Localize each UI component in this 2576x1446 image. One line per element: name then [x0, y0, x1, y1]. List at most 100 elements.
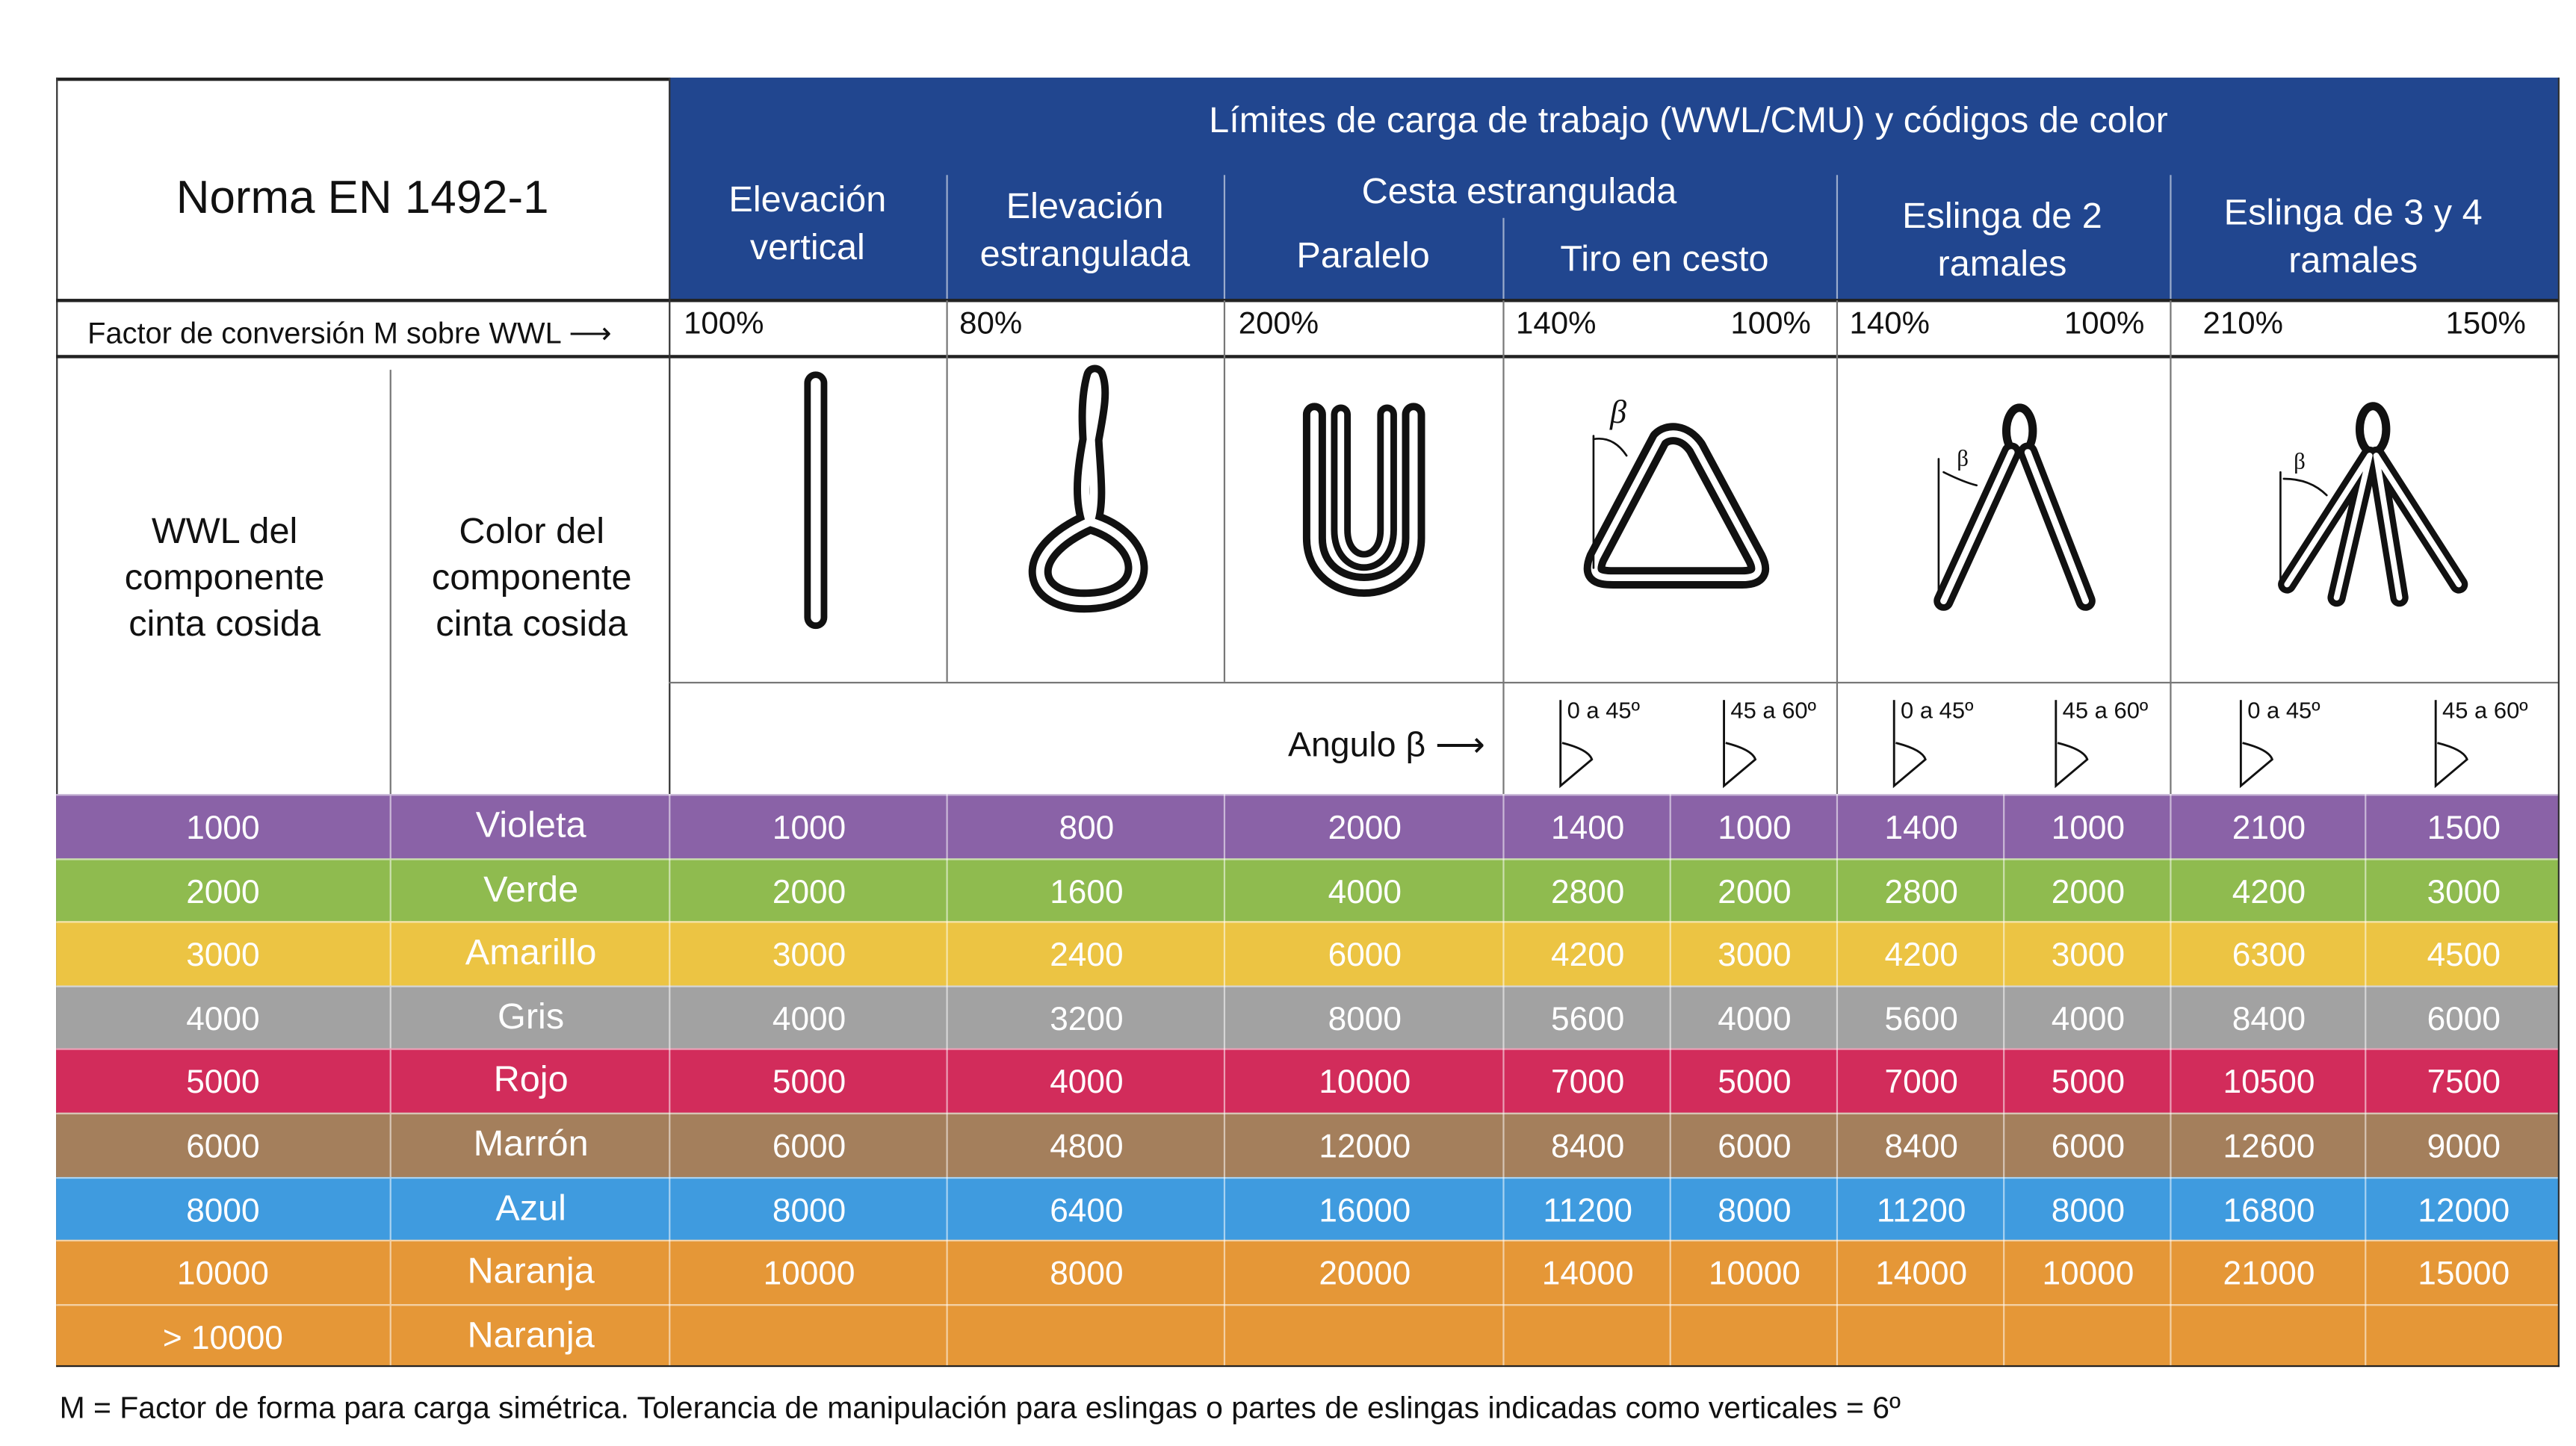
factor-value: 150% [2445, 307, 2526, 342]
load-value-cell: 1400 [1836, 794, 2005, 860]
angle-glyph-icon [2055, 700, 2089, 789]
wwl-cell: 2000 [56, 857, 390, 923]
table-row: 10000 Naranja 10000 8000 20000 14000 10000 1400… [56, 1240, 2562, 1306]
load-value-cell: 8000 [946, 1240, 1226, 1306]
angle-range-label: 45 a 60º [2442, 696, 2528, 724]
load-value-cell [1669, 1303, 1839, 1370]
arrow-right-icon: ⟶ [569, 317, 612, 350]
load-value-cell: 7500 [2365, 1049, 2562, 1114]
color-name-cell: Azul [389, 1176, 671, 1242]
header-divider [946, 175, 948, 301]
load-value-cell: 2800 [1502, 857, 1671, 923]
load-value-cell [2170, 1303, 2367, 1370]
load-value-cell: 10000 [2003, 1240, 2172, 1306]
load-value-cell: 1400 [1502, 794, 1671, 860]
load-value-cell: 4500 [2365, 921, 2562, 987]
load-value-cell: 10500 [2170, 1049, 2367, 1114]
load-value-cell: 9000 [2365, 1112, 2562, 1179]
load-value-cell: 3000 [669, 921, 948, 987]
load-value-cell: 6000 [1223, 921, 1505, 987]
load-value-cell [2003, 1303, 2172, 1370]
load-value-cell: 6000 [2365, 985, 2562, 1051]
load-value-cell: 8000 [1223, 985, 1505, 1051]
header-parallel: Paralelo [1296, 234, 1430, 276]
wwl-cell: 5000 [56, 1049, 390, 1114]
wwl-cell: 4000 [56, 985, 390, 1051]
load-value-cell: 8400 [1502, 1112, 1671, 1179]
factor-value: 100% [1730, 307, 1811, 342]
grid-line [389, 370, 391, 795]
table-row: 4000 Gris 4000 3200 8000 5600 4000 5600 4000 8400… [56, 985, 2562, 1051]
load-value-cell [2365, 1303, 2562, 1370]
load-value-cell: 800 [946, 794, 1226, 860]
color-name-cell: Gris [389, 985, 671, 1051]
color-header: Color del componente cinta cosida [431, 509, 632, 645]
beta-label: β [1609, 394, 1626, 430]
angle-label: Angulo β ⟶ [1288, 724, 1485, 766]
sling-illustrations: β β β [804, 364, 2468, 630]
footnote: M = Factor de forma para carga simétrica… [59, 1390, 1901, 1425]
load-value-cell: 5600 [1836, 985, 2005, 1051]
load-value-cell: 7000 [1502, 1049, 1671, 1114]
basket-angle-icon: β [1583, 394, 1770, 589]
load-value-cell: 6000 [1669, 1112, 1839, 1179]
load-value-cell [946, 1303, 1226, 1370]
load-value-cell: 5000 [2003, 1049, 2172, 1114]
load-value-cell [1223, 1303, 1505, 1370]
header-main-title: Límites de carga de trabajo (WWL/CMU) y … [1209, 99, 2168, 140]
table-row: 2000 Verde 2000 1600 4000 2800 2000 2800 2000 420… [56, 857, 2562, 923]
factor-label: Factor de conversión M sobre WWL ⟶ [87, 317, 611, 351]
two-leg-sling-icon: β [1933, 403, 2096, 611]
load-value-cell: 2000 [1223, 794, 1505, 860]
load-value-cell: 4800 [946, 1112, 1226, 1179]
load-value-cell: 20000 [1223, 1240, 1505, 1306]
load-value-cell: 2000 [669, 857, 948, 923]
load-value-cell: 4000 [669, 985, 948, 1051]
load-value-cell: 16800 [2170, 1176, 2367, 1242]
angle-range-label: 45 a 60º [1730, 696, 1816, 724]
factor-value: 100% [684, 307, 764, 342]
color-name-cell: Amarillo [389, 921, 671, 987]
header-divider [1502, 217, 1505, 301]
wwl-header: WWL del componente cinta cosida [124, 509, 325, 645]
color-name-cell: Verde [389, 857, 671, 923]
load-value-cell: 10000 [669, 1240, 948, 1306]
grid-line [2170, 300, 2172, 795]
factor-value: 140% [1849, 307, 1930, 342]
header-34leg: Eslinga de 3 y 4 ramales [2223, 191, 2483, 281]
angle-glyph-icon [2434, 700, 2468, 789]
load-value-cell: 2400 [946, 921, 1226, 987]
load-value-cell: 15000 [2365, 1240, 2562, 1306]
grid-line [1836, 300, 1839, 795]
load-value-cell: 2800 [1836, 857, 2005, 923]
load-value-cell: 1600 [946, 857, 1226, 923]
factor-value: 80% [959, 307, 1023, 342]
angle-range-label: 45 a 60º [2062, 696, 2149, 724]
load-value-cell [669, 1303, 948, 1370]
load-value-cell: 4000 [1223, 857, 1505, 923]
header-divider [1223, 175, 1226, 301]
header-divider [1836, 175, 1839, 301]
wwl-cell: 3000 [56, 921, 390, 987]
load-value-cell: 4200 [2170, 857, 2367, 923]
table-row: > 10000 Naranja [56, 1303, 2562, 1370]
load-value-cell: 12000 [2365, 1176, 2562, 1242]
load-value-cell: 8400 [2170, 985, 2367, 1051]
load-value-cell: 5000 [669, 1049, 948, 1114]
load-value-cell: 4000 [2003, 985, 2172, 1051]
grid-line [669, 77, 671, 795]
grid-line [1502, 300, 1505, 795]
standard-title: Norma EN 1492-1 [176, 171, 549, 223]
wwl-cell: 10000 [56, 1240, 390, 1306]
factor-value: 200% [1238, 307, 1319, 342]
load-value-cell: 4000 [1669, 985, 1839, 1051]
angle-range-label: 0 a 45º [1901, 696, 1974, 724]
svg-text:β: β [2294, 448, 2306, 474]
load-value-cell: 10000 [1669, 1240, 1839, 1306]
header-basket-pull: Tiro en cesto [1560, 238, 1769, 279]
angle-range-label: 0 a 45º [1567, 696, 1640, 724]
color-name-cell: Naranja [389, 1303, 671, 1370]
grid-line [1223, 300, 1226, 682]
color-name-cell: Marrón [389, 1112, 671, 1179]
